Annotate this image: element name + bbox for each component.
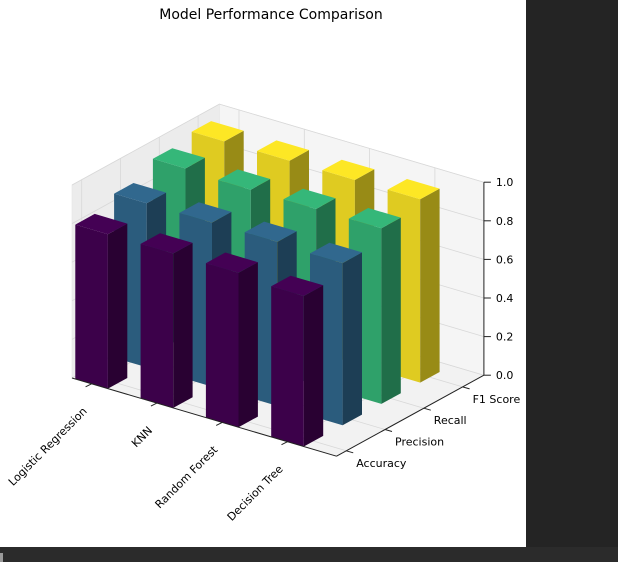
bar-front-face: [75, 224, 108, 389]
bar-top-face: [283, 188, 336, 209]
bar-top-face: [205, 252, 258, 273]
bar-front-face: [140, 243, 174, 408]
bar-top-face: [257, 140, 309, 161]
bar-top-face: [271, 275, 324, 296]
z-tick-label: 0.4: [496, 292, 514, 305]
bar-top-face: [140, 233, 193, 254]
bar-top-face: [244, 221, 297, 242]
z-tick-label: 0.8: [496, 215, 514, 228]
y-axis-line: [336, 374, 485, 457]
bottom-bar: [0, 547, 618, 562]
bar-top-face: [152, 148, 205, 169]
bar-side-face: [303, 285, 324, 447]
y-tick-label: Recall: [434, 414, 467, 427]
y-tick: [423, 407, 431, 411]
z-tick-label: 0.6: [496, 253, 514, 266]
grid-line: [71, 103, 220, 186]
bar: [140, 233, 193, 408]
bar-top-face: [114, 183, 167, 204]
x-tick: [281, 441, 288, 446]
chart-title: Model Performance Comparison: [159, 7, 382, 23]
bar: [205, 252, 258, 428]
bar-front-face: [205, 263, 239, 428]
grid-line: [219, 103, 485, 183]
bar: [271, 275, 324, 447]
bar-side-face: [342, 252, 362, 426]
x-tick: [215, 421, 223, 426]
bar-top-face: [310, 242, 362, 264]
plot-panel: Model Performance Comparison Logistic Re…: [0, 0, 526, 547]
z-tick-label: 0.0: [496, 369, 514, 382]
bar-top-face: [191, 121, 244, 142]
x-tick-label: Random Forest: [153, 443, 221, 511]
bar-top-face: [322, 159, 375, 180]
y-tick: [462, 386, 470, 390]
z-tick-label: 1.0: [496, 176, 514, 189]
y-tick-label: Precision: [395, 436, 444, 449]
bar-top-face: [75, 213, 128, 235]
right-panel: [526, 0, 618, 547]
bar-side-face: [173, 242, 193, 408]
y-tick-label: Accuracy: [356, 457, 407, 470]
x-tick-label: Decision Tree: [225, 462, 286, 523]
y-tick: [384, 429, 393, 432]
x-axis-line: [71, 377, 337, 457]
x-tick-label: Logistic Regression: [6, 405, 90, 489]
x-tick: [150, 402, 158, 407]
bar-side-face: [381, 217, 401, 404]
bar-chart-3d: Model Performance Comparison Logistic Re…: [6, 7, 521, 524]
bar-top-face: [387, 179, 440, 200]
bar-front-face: [271, 286, 304, 447]
bar-side-face: [107, 223, 128, 389]
y-tick-label: F1 Score: [473, 393, 521, 406]
resize-handle[interactable]: [0, 553, 3, 562]
y-tick: [346, 450, 354, 454]
bar-top-face: [348, 208, 401, 229]
x-tick: [85, 383, 92, 388]
bar-top-face: [218, 169, 271, 190]
bar-side-face: [238, 262, 258, 428]
bar-top-face: [179, 202, 232, 223]
x-tick-label: KNN: [129, 424, 155, 450]
z-tick-label: 0.2: [496, 331, 514, 344]
bar-side-face: [420, 188, 440, 383]
bar: [75, 213, 128, 389]
